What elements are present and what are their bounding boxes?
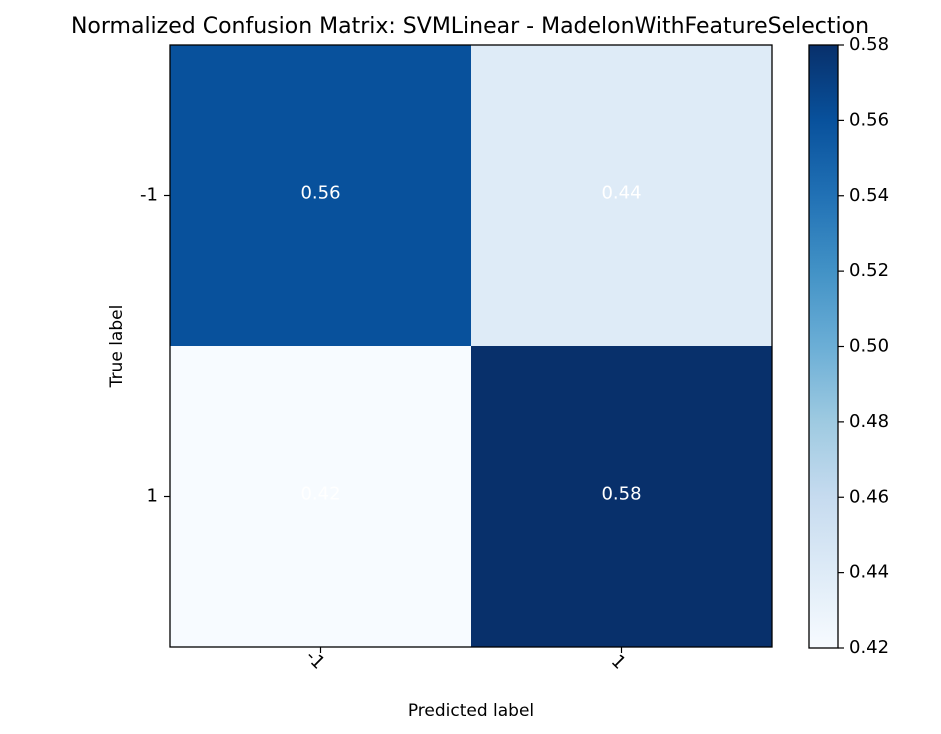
y-tick-label: 1	[147, 486, 158, 507]
x-axis-label: Predicted label	[408, 701, 534, 721]
cell-value-label: 0.56	[300, 183, 340, 204]
heatmap-cell	[170, 45, 472, 347]
y-tick-label: -1	[140, 185, 158, 206]
heatmap-cells	[170, 45, 773, 648]
heatmap-cell	[471, 346, 773, 648]
colorbar-tick-label: 0.44	[849, 562, 889, 583]
colorbar	[808, 44, 839, 649]
x-tick-label: -1	[301, 646, 329, 674]
colorbar-tick-label: 0.54	[849, 185, 889, 206]
colorbar-tick-label: 0.48	[849, 411, 889, 432]
cell-value-labels: 0.56 0.44 0.42 0.58	[300, 183, 641, 505]
plot-frame	[169, 44, 773, 648]
colorbar-tick-label: 0.58	[849, 34, 889, 55]
colorbar-ticks: 0.42 0.44 0.46 0.48 0.50 0.52 0.54 0.56 0.58	[838, 34, 889, 658]
heatmap-cell	[471, 45, 773, 347]
colorbar-tick-label: 0.56	[849, 109, 889, 130]
colorbar-tick-label: 0.46	[849, 486, 889, 507]
colorbar-tick-label: 0.52	[849, 260, 889, 281]
chart-title: Normalized Confusion Matrix: SVMLinear -…	[71, 14, 869, 39]
y-axis-label: True label	[107, 305, 127, 389]
heatmap-cell	[170, 346, 472, 648]
cell-value-label: 0.42	[300, 484, 340, 505]
x-tick-label: 1	[607, 651, 630, 674]
cell-value-label: 0.44	[601, 183, 641, 204]
colorbar-tick-label: 0.42	[849, 637, 889, 658]
colorbar-tick-label: 0.50	[849, 336, 889, 357]
cell-value-label: 0.58	[601, 484, 641, 505]
